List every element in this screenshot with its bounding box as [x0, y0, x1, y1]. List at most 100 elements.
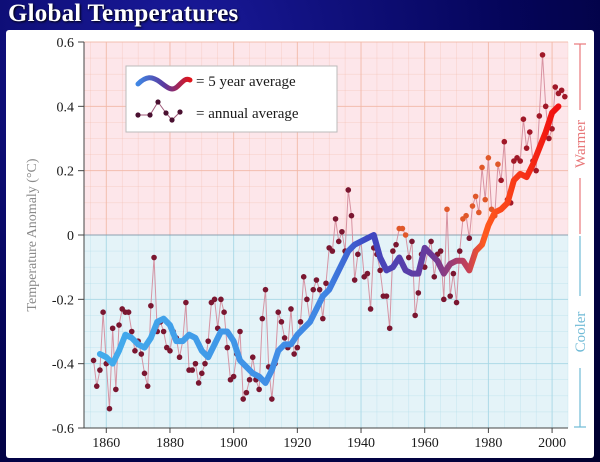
- annual-data-point: [495, 161, 501, 168]
- annual-data-point: [450, 270, 457, 277]
- annual-data-point: [183, 299, 189, 306]
- annual-data-point: [90, 357, 97, 364]
- annual-data-point: [479, 164, 485, 171]
- annual-data-point: [310, 286, 317, 293]
- annual-data-point: [335, 238, 342, 245]
- annual-data-point: [405, 254, 412, 261]
- annual-data-point: [466, 235, 473, 242]
- annual-data-point: [526, 129, 533, 135]
- annual-data-point: [345, 187, 352, 193]
- y-tick-label: 0.6: [57, 36, 75, 51]
- annual-data-point: [230, 373, 237, 380]
- y-tick-label: 0.4: [57, 100, 75, 115]
- annual-data-point: [501, 138, 508, 145]
- annual-data-point: [437, 248, 444, 254]
- annual-data-point: [160, 328, 167, 335]
- annual-data-point: [351, 277, 358, 283]
- annual-data-point: [546, 135, 552, 142]
- annual-data-point: [332, 216, 339, 222]
- annual-data-point: [431, 274, 438, 280]
- annual-data-point: [125, 309, 132, 316]
- x-tick-label: 1960: [411, 436, 439, 451]
- legend-annual-label: = annual average: [196, 106, 299, 122]
- annual-data-point: [364, 270, 371, 277]
- annual-data-point: [453, 299, 460, 306]
- annual-data-point: [109, 325, 116, 332]
- annual-data-point: [205, 338, 211, 344]
- annual-data-point: [304, 296, 310, 303]
- annual-data-point: [339, 228, 345, 235]
- annual-data-point: [558, 87, 565, 94]
- annual-data-point: [97, 367, 103, 373]
- annual-data-point: [202, 360, 208, 367]
- legend-annual-dot: [147, 112, 153, 118]
- annual-data-point: [199, 370, 205, 377]
- annual-data-point: [313, 277, 320, 283]
- annual-data-point: [192, 360, 199, 367]
- annual-data-point: [402, 232, 409, 238]
- annual-data-point: [517, 158, 524, 164]
- annual-data-point: [329, 248, 336, 254]
- annual-data-point: [348, 212, 355, 219]
- annual-data-point: [138, 351, 145, 357]
- annual-data-point: [386, 325, 393, 332]
- annual-data-point: [428, 238, 434, 245]
- annual-data-point: [224, 344, 231, 351]
- annual-data-point: [323, 280, 329, 287]
- annual-data-point: [297, 319, 304, 325]
- annual-data-point: [176, 354, 183, 361]
- annual-data-point: [132, 348, 138, 354]
- x-tick-label: 1860: [92, 436, 120, 451]
- annual-data-point: [237, 328, 243, 335]
- annual-data-point: [456, 248, 463, 254]
- annual-data-point: [523, 145, 530, 151]
- legend-annual-dot: [135, 112, 141, 118]
- annual-data-point: [355, 251, 361, 258]
- annual-data-point: [100, 309, 106, 316]
- y-tick-label: -0.2: [52, 293, 74, 308]
- annual-data-point: [539, 52, 546, 58]
- annual-data-point: [195, 380, 202, 386]
- annual-data-point: [269, 396, 275, 402]
- annual-data-point: [441, 296, 447, 303]
- annual-data-point: [316, 286, 323, 293]
- legend-annual-dot: [163, 110, 169, 116]
- annual-data-point: [498, 177, 504, 184]
- annual-data-point: [243, 389, 250, 396]
- annual-data-point: [444, 206, 450, 213]
- y-tick-label: -0.6: [52, 422, 74, 437]
- annual-data-point: [476, 209, 482, 216]
- annual-data-point: [291, 351, 297, 357]
- legend-annual-dot: [169, 117, 175, 123]
- annual-data-point: [148, 302, 154, 309]
- legend-box: [125, 65, 338, 133]
- annual-data-point: [249, 354, 256, 361]
- annual-data-point: [415, 290, 422, 296]
- y-tick-label: -0.4: [52, 358, 74, 373]
- annual-data-point: [116, 322, 122, 328]
- annual-data-point: [562, 93, 568, 100]
- annual-data-point: [93, 383, 100, 389]
- annual-data-point: [552, 84, 559, 90]
- annual-data-point: [399, 225, 406, 232]
- annual-data-point: [472, 193, 479, 200]
- annual-data-point: [281, 335, 288, 341]
- annual-data-point: [469, 203, 476, 209]
- y-tick-label: 0: [67, 229, 74, 244]
- annual-data-point: [218, 296, 224, 303]
- annual-data-point: [549, 126, 555, 132]
- annual-data-point: [447, 293, 453, 299]
- cooler-label: Cooler: [573, 312, 589, 353]
- annual-data-point: [520, 116, 527, 122]
- annual-data-point: [412, 312, 418, 319]
- annual-data-point: [256, 386, 262, 393]
- annual-data-point: [294, 344, 301, 351]
- annual-data-point: [533, 167, 539, 174]
- annual-data-point: [393, 241, 399, 248]
- annual-data-point: [262, 286, 269, 293]
- warmer-label: Warmer: [573, 120, 589, 168]
- annual-data-point: [189, 367, 196, 373]
- y-axis-title: Temperature Anomaly (°C): [25, 158, 40, 311]
